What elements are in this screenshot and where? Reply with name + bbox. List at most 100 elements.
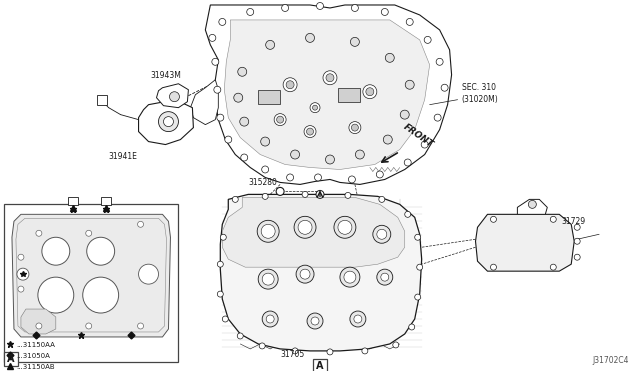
Polygon shape xyxy=(139,100,193,145)
Circle shape xyxy=(307,128,314,135)
Circle shape xyxy=(305,33,314,42)
Text: ...31150AB: ...31150AB xyxy=(16,364,54,370)
Circle shape xyxy=(490,217,497,222)
Circle shape xyxy=(307,313,323,329)
Circle shape xyxy=(292,348,298,354)
Circle shape xyxy=(283,78,297,92)
Circle shape xyxy=(434,114,441,121)
Circle shape xyxy=(385,53,394,62)
Bar xyxy=(258,90,280,104)
Polygon shape xyxy=(517,199,547,214)
Circle shape xyxy=(312,105,317,110)
Circle shape xyxy=(393,342,399,348)
Circle shape xyxy=(266,315,274,323)
Circle shape xyxy=(260,137,269,146)
Circle shape xyxy=(304,126,316,138)
Circle shape xyxy=(345,192,351,198)
Circle shape xyxy=(326,155,335,164)
Circle shape xyxy=(209,34,216,41)
Circle shape xyxy=(348,176,355,183)
Polygon shape xyxy=(205,5,452,185)
Circle shape xyxy=(415,234,420,240)
Circle shape xyxy=(262,273,274,285)
Circle shape xyxy=(214,86,221,93)
Circle shape xyxy=(300,269,310,279)
Circle shape xyxy=(274,114,286,126)
Circle shape xyxy=(87,237,115,265)
Text: A: A xyxy=(316,361,324,371)
Circle shape xyxy=(138,221,143,227)
Text: 31729: 31729 xyxy=(561,217,586,226)
Circle shape xyxy=(421,141,428,148)
Circle shape xyxy=(247,9,253,16)
Circle shape xyxy=(355,150,364,159)
Circle shape xyxy=(529,201,536,208)
Circle shape xyxy=(351,4,358,12)
Circle shape xyxy=(282,4,289,12)
Circle shape xyxy=(323,71,337,85)
Circle shape xyxy=(262,311,278,327)
Circle shape xyxy=(234,93,243,102)
Circle shape xyxy=(314,174,321,181)
Circle shape xyxy=(409,324,415,330)
Circle shape xyxy=(574,238,580,244)
Circle shape xyxy=(350,311,366,327)
Bar xyxy=(4,204,179,362)
Circle shape xyxy=(377,269,393,285)
Circle shape xyxy=(296,265,314,283)
Circle shape xyxy=(362,348,368,354)
Circle shape xyxy=(261,224,275,238)
Circle shape xyxy=(490,264,497,270)
Circle shape xyxy=(241,154,248,161)
Circle shape xyxy=(276,187,284,195)
Text: ...31050A: ...31050A xyxy=(16,353,50,359)
Circle shape xyxy=(340,267,360,287)
Circle shape xyxy=(415,294,420,300)
Bar xyxy=(100,198,111,205)
Polygon shape xyxy=(224,20,429,170)
Circle shape xyxy=(220,234,227,240)
Circle shape xyxy=(240,117,249,126)
Circle shape xyxy=(276,116,284,123)
Polygon shape xyxy=(157,84,188,108)
Circle shape xyxy=(17,268,29,280)
Circle shape xyxy=(316,190,324,198)
Circle shape xyxy=(327,349,333,355)
Circle shape xyxy=(42,237,70,265)
Text: 315280: 315280 xyxy=(248,179,277,187)
Circle shape xyxy=(351,37,360,46)
Circle shape xyxy=(291,150,300,159)
Circle shape xyxy=(170,92,179,102)
Polygon shape xyxy=(12,214,170,337)
Circle shape xyxy=(222,316,228,322)
Circle shape xyxy=(212,58,219,65)
Polygon shape xyxy=(220,195,422,351)
Circle shape xyxy=(404,159,412,166)
Circle shape xyxy=(574,254,580,260)
Circle shape xyxy=(400,110,409,119)
Circle shape xyxy=(36,230,42,236)
Circle shape xyxy=(294,217,316,238)
Circle shape xyxy=(574,224,580,230)
Circle shape xyxy=(163,117,173,126)
Circle shape xyxy=(237,333,243,339)
Circle shape xyxy=(225,136,232,143)
Circle shape xyxy=(406,19,413,25)
Text: (31020M): (31020M) xyxy=(461,95,499,104)
Text: SEC. 310: SEC. 310 xyxy=(461,83,495,92)
Bar xyxy=(313,359,327,372)
Text: 31943M: 31943M xyxy=(150,71,181,80)
Circle shape xyxy=(86,230,92,236)
Bar xyxy=(68,198,77,205)
Circle shape xyxy=(379,196,385,202)
Circle shape xyxy=(38,277,74,313)
Polygon shape xyxy=(476,214,574,271)
Circle shape xyxy=(302,192,308,198)
Circle shape xyxy=(258,269,278,289)
Circle shape xyxy=(262,193,268,199)
Circle shape xyxy=(424,36,431,44)
Bar xyxy=(4,352,18,366)
Circle shape xyxy=(262,166,269,173)
Text: ...31150AA: ...31150AA xyxy=(16,342,55,348)
Circle shape xyxy=(311,317,319,325)
